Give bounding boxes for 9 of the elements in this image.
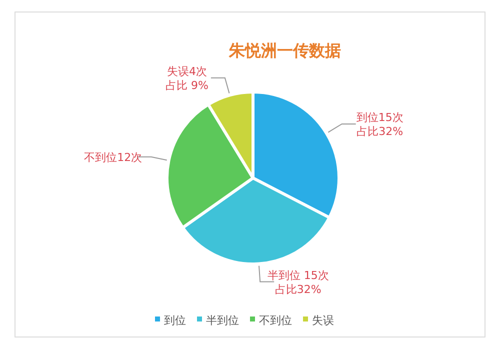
legend-label: 失误 [312,314,334,327]
data-label: 到位15次占比32% [356,110,404,138]
legend-label: 半到位 [206,314,239,327]
data-label: 失误4次占比 9% [165,64,208,92]
legend-label: 不到位 [259,314,292,327]
chart-title: 朱悦洲一传数据 [228,41,341,60]
data-label: 半到位 15次占比32% [267,268,329,296]
legend-label: 到位 [164,314,186,327]
data-label: 不到位12次 [84,150,142,164]
